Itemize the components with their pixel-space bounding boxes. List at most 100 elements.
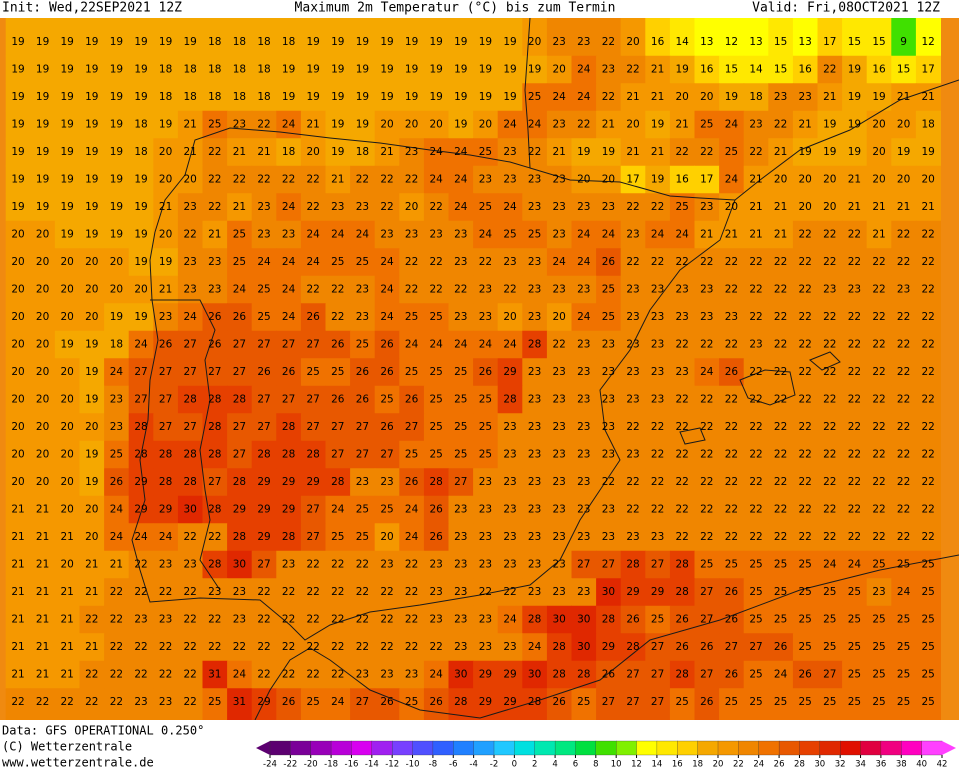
field-cell: [497, 440, 523, 469]
field-cell: [227, 660, 253, 689]
temperature-value: 25: [676, 696, 689, 708]
field-cell: [743, 633, 769, 662]
field-cell: [153, 550, 179, 579]
field-cell: [891, 275, 917, 304]
field-cell: [817, 605, 843, 634]
temperature-value: 20: [872, 146, 885, 158]
temperature-value: 26: [233, 311, 247, 323]
field-cell: [350, 83, 376, 112]
field-cell: [104, 660, 130, 689]
temperature-value: 22: [897, 449, 910, 461]
field-cell: [817, 138, 843, 167]
temperature-value: 29: [257, 696, 270, 708]
temperature-value: 23: [208, 586, 221, 598]
field-cell: [5, 385, 31, 414]
temperature-value: 26: [676, 641, 690, 653]
field-cell: [571, 385, 597, 414]
temperature-value: 22: [307, 614, 320, 626]
temperature-value: 22: [823, 339, 836, 351]
temperature-value: 20: [553, 311, 566, 323]
temperature-value: 19: [85, 36, 98, 48]
field-cell: [5, 605, 31, 634]
temperature-value: 25: [848, 614, 861, 626]
temperature-value: 14: [749, 64, 763, 76]
temperature-value: 19: [454, 119, 467, 131]
field-cell: [128, 660, 154, 689]
field-cell: [743, 495, 769, 524]
temperature-value: 20: [307, 146, 320, 158]
field-cell: [251, 660, 277, 689]
temperature-value: 22: [356, 641, 369, 653]
temperature-value: 21: [110, 559, 123, 571]
temperature-value: 19: [110, 119, 123, 131]
temperature-value: 24: [430, 146, 444, 158]
field-cell: [300, 18, 326, 57]
field-cell: [202, 605, 228, 634]
field-cell: [522, 468, 548, 497]
field-cell: [54, 18, 80, 57]
field-cell: [30, 523, 56, 552]
temperature-value: 22: [307, 284, 320, 296]
field-cell: [645, 495, 671, 524]
temperature-value: 19: [184, 36, 197, 48]
temperature-value: 23: [602, 64, 615, 76]
temperature-value: 23: [503, 531, 516, 543]
temperature-value: 18: [208, 91, 221, 103]
temperature-value: 25: [749, 614, 762, 626]
field-cell: [669, 193, 695, 222]
field-cell: [202, 220, 228, 249]
field-cell: [891, 605, 917, 634]
temperature-value: 21: [651, 146, 664, 158]
field-cell: [104, 275, 130, 304]
temperature-value: 23: [651, 284, 664, 296]
field-cell: [374, 440, 400, 469]
colorbar-cell: [534, 740, 556, 756]
field-cell: [596, 138, 622, 167]
field-cell: [54, 83, 80, 112]
temperature-value: 19: [85, 229, 98, 241]
field-cell: [30, 605, 56, 634]
temperature-value: 28: [626, 641, 639, 653]
field-cell: [300, 495, 326, 524]
temperature-value: 22: [110, 641, 123, 653]
temperature-value: 23: [848, 284, 861, 296]
temperature-value: 27: [159, 421, 172, 433]
field-cell: [497, 523, 523, 552]
field-cell: [153, 193, 179, 222]
field-cell: [546, 495, 572, 524]
field-cell: [104, 468, 130, 497]
field-cell: [350, 523, 376, 552]
field-cell: [669, 165, 695, 194]
temperature-value: 25: [528, 229, 541, 241]
temperature-value: 25: [602, 284, 615, 296]
temperature-value: 27: [405, 421, 418, 433]
temperature-value: 22: [700, 339, 713, 351]
field-cell: [891, 138, 917, 167]
temperature-value: 17: [922, 64, 935, 76]
field-cell: [743, 688, 769, 720]
temperature-value: 19: [11, 201, 24, 213]
temperature-value: 22: [159, 669, 172, 681]
field-cell: [30, 495, 56, 524]
temperature-value: 27: [257, 421, 270, 433]
field-cell: [177, 413, 203, 442]
field-cell: [719, 633, 745, 662]
temperature-value: 27: [700, 614, 713, 626]
field-cell: [276, 605, 302, 634]
field-cell: [79, 110, 105, 139]
field-cell: [153, 303, 179, 332]
field-cell: [153, 440, 179, 469]
temperature-value: 25: [897, 614, 910, 626]
temperature-value: 21: [184, 146, 197, 158]
colorbar-label: 2: [532, 760, 537, 770]
field-cell: [423, 193, 449, 222]
temperature-value: 19: [430, 36, 443, 48]
field-cell: [300, 220, 326, 249]
temperature-value: 23: [454, 256, 467, 268]
field-cell: [694, 688, 720, 720]
temperature-value: 18: [282, 146, 295, 158]
temperature-value: 25: [700, 119, 713, 131]
temperature-value: 21: [602, 119, 615, 131]
field-cell: [792, 193, 818, 222]
field-cell: [645, 18, 671, 57]
